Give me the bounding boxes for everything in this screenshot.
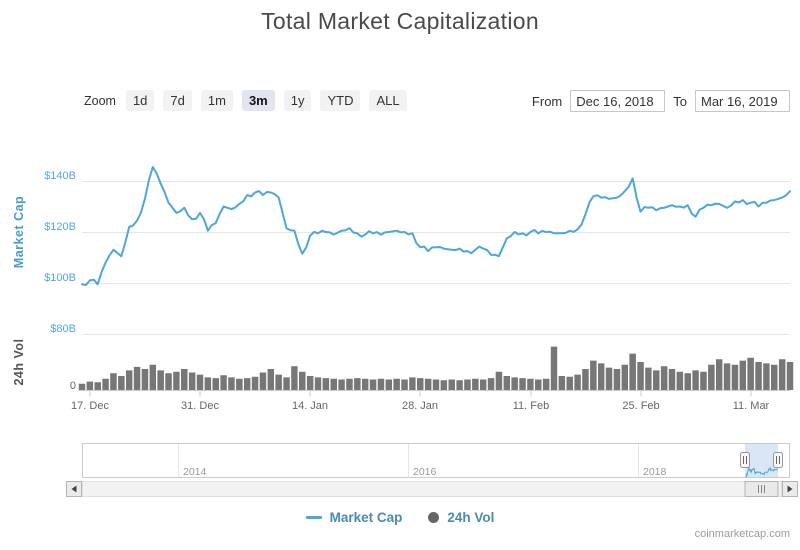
scrollbar-right-arrow-icon — [787, 485, 793, 493]
page-title: Total Market Capitalization — [261, 8, 539, 34]
to-label: To — [673, 93, 687, 109]
zoom-button-all[interactable]: ALL — [369, 90, 407, 111]
market-cap-axis-title: Market Cap — [12, 196, 26, 268]
x-label-31dec: 31. Dec — [181, 400, 219, 412]
volume-bar-series — [78, 346, 794, 390]
zoom-button-ytd[interactable]: YTD — [320, 90, 361, 111]
range-selector: Zoom 1d 7d 1m 3m 1y YTD ALL From To — [0, 90, 800, 116]
volume-pane: $80B 0 24h Vol — [12, 323, 794, 392]
market-cap-pane: $140B $120B $100B Market Cap — [12, 166, 791, 286]
x-axis: 17. Dec 31. Dec 14. Jan 28. Jan 11. Feb … — [71, 390, 770, 412]
scrollbar-track[interactable] — [82, 481, 782, 497]
credits-link[interactable]: coinmarketcap.com — [694, 528, 790, 540]
x-label-14jan: 14. Jan — [292, 400, 328, 412]
vol-axis-title: 24h Vol — [12, 338, 26, 385]
navigator: 2014 2016 2018 — [82, 443, 790, 478]
line-symbol-icon — [305, 516, 322, 519]
navigator-year-2014: 2014 — [183, 466, 207, 478]
zoom-button-1m[interactable]: 1m — [200, 90, 233, 111]
legend-label-24h-vol: 24h Vol — [447, 510, 495, 525]
zoom-button-1y[interactable]: 1y — [283, 90, 312, 111]
circle-symbol-icon — [428, 512, 440, 523]
date-range-group: From To — [532, 90, 790, 112]
x-label-25feb: 25. Feb — [622, 400, 659, 412]
from-label: From — [531, 93, 563, 109]
zoom-button-3m[interactable]: 3m — [241, 90, 275, 111]
legend-item-24h-vol[interactable]: 24h Vol — [428, 510, 494, 525]
zoom-button-1d[interactable]: 1d — [125, 90, 155, 111]
vol-axis-label-80b: $80B — [50, 323, 76, 335]
y-axis-label-140b: $140B — [44, 170, 76, 182]
legend-item-market-cap[interactable]: Market Cap — [305, 510, 403, 525]
scrollbar-thumb[interactable] — [744, 481, 779, 497]
navigator-mini-series — [745, 466, 778, 478]
market-cap-line-series — [81, 166, 791, 286]
zoom-label: Zoom — [84, 93, 116, 108]
legend-label-market-cap: Market Cap — [329, 510, 403, 525]
y-axis-label-100b: $100B — [44, 272, 76, 284]
navigator-year-2018: 2018 — [643, 466, 667, 478]
x-label-11feb: 11. Feb — [513, 400, 550, 412]
navigator-year-2016: 2016 — [413, 466, 437, 478]
y-axis-label-120b: $120B — [44, 221, 76, 233]
to-date-input[interactable] — [695, 90, 790, 112]
navigator-right-handle[interactable] — [773, 452, 783, 468]
zoom-button-group: Zoom 1d 7d 1m 3m 1y YTD ALL — [84, 90, 407, 111]
x-label-17dec: 17. Dec — [71, 400, 109, 412]
from-date-input[interactable] — [570, 90, 666, 112]
scrollbar — [66, 481, 798, 497]
navigator-left-handle[interactable] — [740, 452, 750, 468]
legend: Market Cap 24h Vol — [0, 510, 800, 525]
x-label-28jan: 28. Jan — [402, 400, 438, 412]
scrollbar-left-arrow-icon — [71, 485, 77, 493]
navigator-track[interactable] — [82, 443, 790, 478]
zoom-button-7d[interactable]: 7d — [163, 90, 192, 111]
vol-axis-label-0: 0 — [70, 380, 76, 392]
x-label-11mar: 11. Mar — [733, 400, 770, 412]
